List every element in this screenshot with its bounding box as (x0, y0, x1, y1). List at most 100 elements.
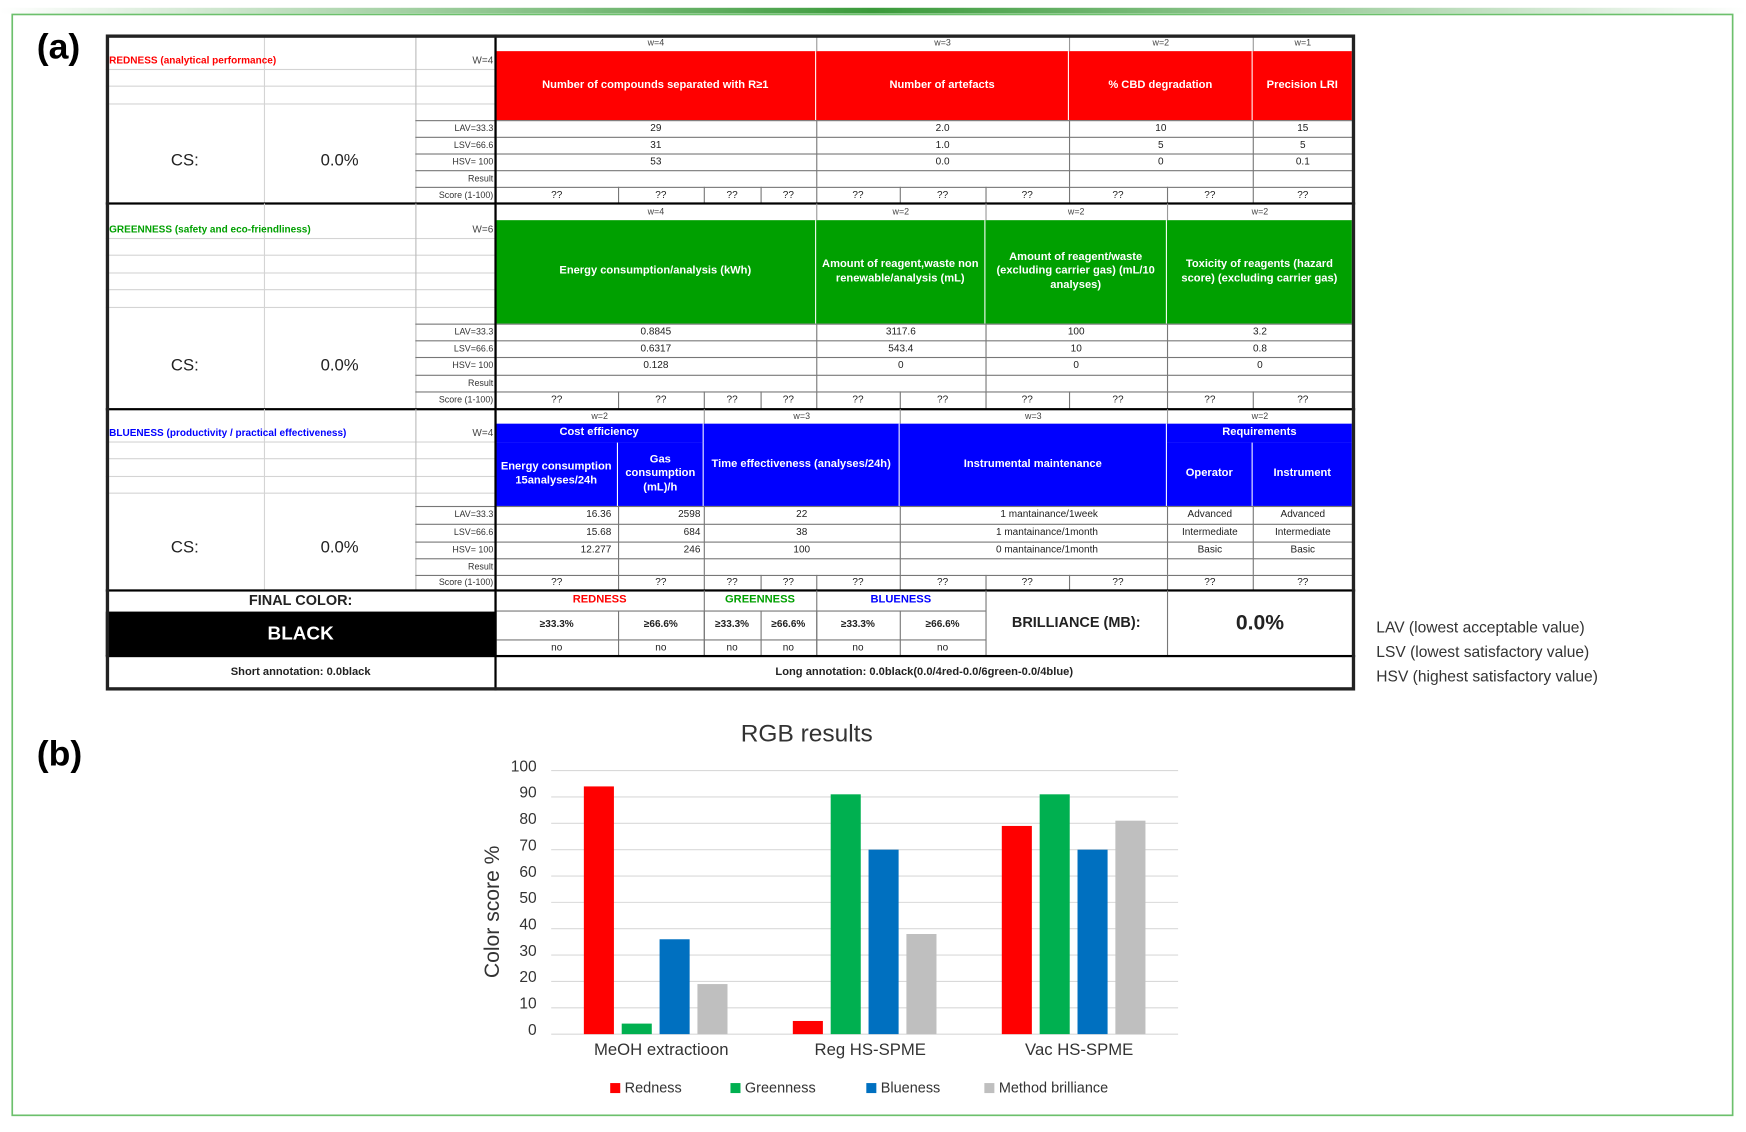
threshold-value: 10 (1155, 122, 1167, 134)
threshold-value: 5 (1300, 138, 1306, 150)
table-line (105, 475, 496, 477)
criterion-header: Gas consumption (mL)/h (618, 442, 704, 506)
table-line (415, 339, 1353, 341)
final-threshold: ≥33.3% (715, 618, 750, 630)
table-line (815, 186, 817, 204)
table-line (1068, 34, 1070, 52)
table-line (815, 323, 817, 392)
threshold-value: 0.6317 (640, 342, 672, 354)
score-cell: ?? (1297, 576, 1309, 588)
table-line (815, 610, 817, 657)
table-line (1252, 186, 1254, 204)
bar (659, 939, 690, 1035)
threshold-value: 0 (898, 359, 904, 371)
threshold-value: 16.36 (586, 508, 612, 520)
criterion-header: Operator (1166, 442, 1253, 506)
table-line (415, 374, 1353, 376)
criterion-header: Instrumental maintenance (899, 423, 1167, 506)
criterion-header: Amount of reagent/waste (excluding carri… (985, 220, 1167, 324)
threshold-value: 12.277 (580, 543, 612, 555)
table-line (415, 540, 1353, 543)
table-line (703, 391, 705, 410)
score-cell: ?? (782, 576, 794, 588)
y-tick-label: 30 (519, 943, 537, 960)
final-result: no (655, 641, 667, 653)
score-cell: ?? (1297, 188, 1309, 201)
threshold-value: 1 mantainance/1week (1000, 508, 1098, 520)
final-result: no (937, 641, 949, 653)
criterion-weight: w=2 (1251, 410, 1269, 421)
threshold-value: Advanced (1187, 508, 1233, 520)
score-cell: ?? (726, 576, 738, 588)
row-label: Result (468, 377, 494, 388)
x-tick-label: Vac HS-SPME (1025, 1040, 1133, 1059)
score-cell: ?? (1204, 188, 1216, 201)
threshold-value: 0.8845 (640, 325, 672, 337)
threshold-value: Basic (1197, 543, 1223, 555)
table-line (703, 186, 705, 204)
threshold-value: 1.0 (935, 138, 950, 150)
table-line (899, 505, 901, 575)
final-threshold: ≥66.6% (925, 618, 960, 630)
table-line (1068, 391, 1070, 410)
threshold-value: 2598 (678, 508, 701, 520)
table-line (815, 34, 817, 52)
table-line (1166, 505, 1168, 575)
section-title: BLUENESS (productivity / practical effec… (109, 427, 347, 439)
table-line (759, 391, 762, 410)
table-line (263, 409, 265, 591)
table-line (1166, 590, 1168, 657)
bar (906, 933, 937, 1035)
threshold-value: 0 (1257, 359, 1263, 371)
threshold-value: Intermediate (1274, 526, 1331, 538)
criterion-header: Number of artefacts (816, 51, 1069, 121)
table-line (415, 119, 1353, 121)
section-weight: W=4 (472, 54, 494, 67)
criterion-group: Cost efficiency (495, 423, 704, 443)
criterion-header: Toxicity of reagents (hazard score) (exc… (1166, 220, 1353, 324)
threshold-value: 0 mantainance/1month (995, 543, 1098, 555)
final-result: no (726, 641, 738, 653)
table-line (105, 407, 1356, 411)
final-result: no (852, 641, 864, 653)
threshold-value: 543.4 (888, 342, 914, 354)
table-line (899, 391, 901, 410)
row-label: HSV= 100 (452, 360, 494, 371)
frame (11, 13, 1734, 1117)
table-line (899, 610, 901, 657)
table-line (415, 390, 1353, 392)
table-line (1166, 409, 1168, 424)
threshold-value: 100 (1067, 325, 1085, 337)
row-label: LAV=33.3 (454, 326, 494, 337)
row-label: Result (468, 560, 494, 572)
table-line (617, 574, 619, 591)
threshold-value: 15 (1297, 122, 1309, 134)
criterion-weight: w=2 (1067, 206, 1085, 217)
threshold-value: 15.68 (586, 526, 612, 538)
table-line (1166, 574, 1168, 591)
table-line (105, 289, 496, 291)
top-bar (0, 7, 1746, 14)
final-threshold: ≥33.3% (539, 618, 574, 630)
threshold-value: 22 (796, 508, 808, 520)
table-line (984, 323, 987, 392)
table-line (105, 271, 496, 273)
table-line (899, 574, 901, 591)
short-annotation: Short annotation: 0.0black (230, 666, 371, 679)
bar (621, 1023, 652, 1035)
score-cell: ?? (655, 576, 667, 588)
table-line (984, 391, 987, 410)
table-line (815, 391, 817, 410)
table-line (105, 306, 496, 308)
criterion-weight: w=1 (1294, 37, 1312, 48)
table-line (617, 505, 619, 575)
cs-value: 0.0% (320, 151, 359, 171)
score-cell: ?? (937, 188, 949, 201)
score-cell: ?? (551, 394, 563, 406)
x-tick-label: Reg HS-SPME (815, 1040, 926, 1059)
legend-swatch (866, 1083, 877, 1094)
final-group: GREENNESS (725, 593, 795, 606)
